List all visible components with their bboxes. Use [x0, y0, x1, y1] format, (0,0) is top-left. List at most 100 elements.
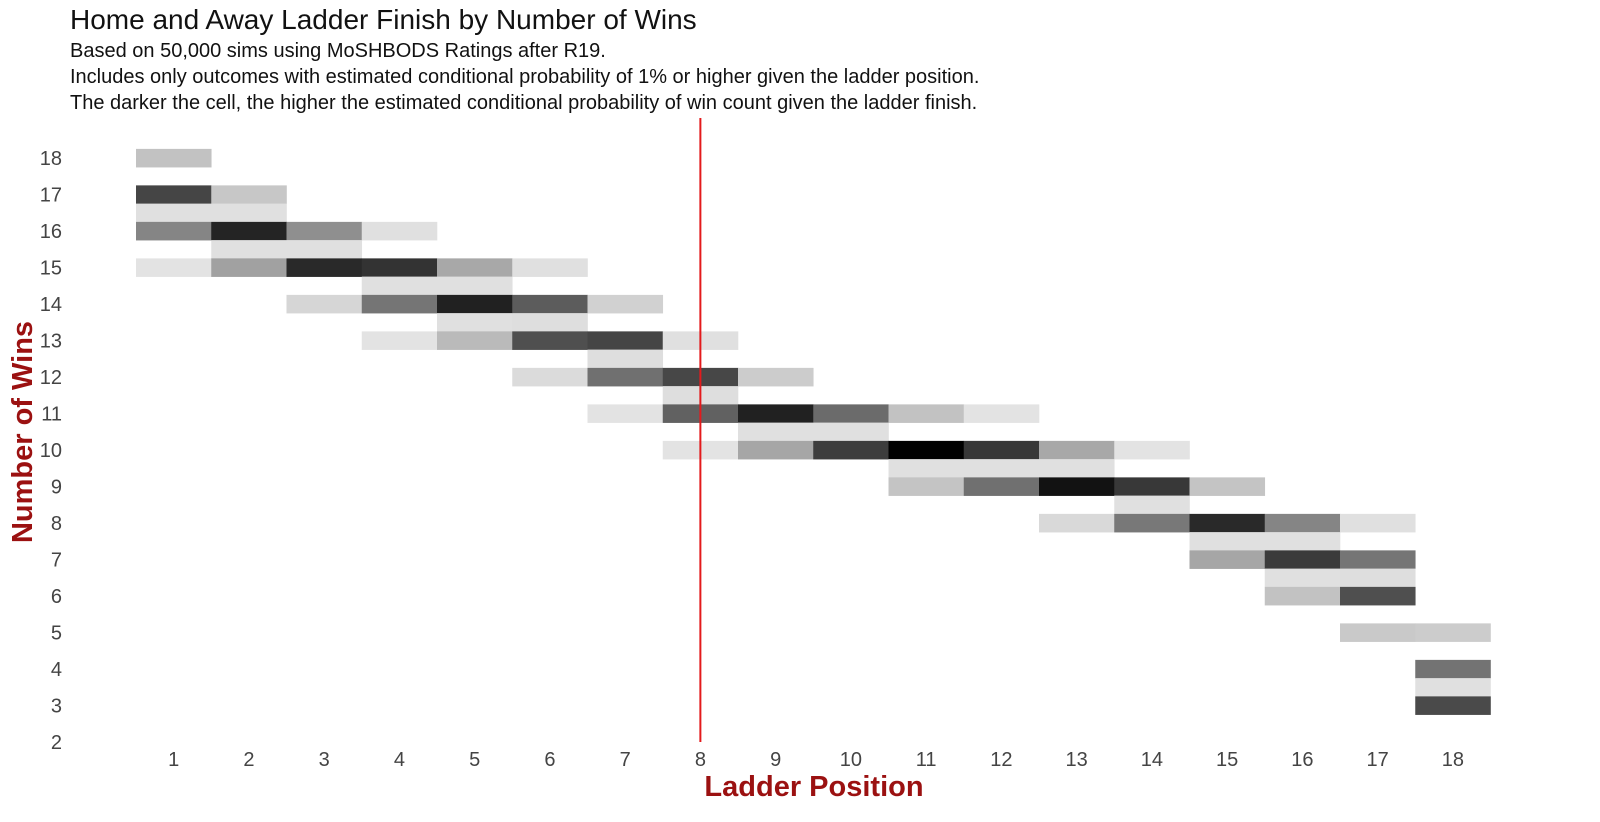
x-tick-10: 10: [840, 749, 862, 771]
cell-pos-4-wins-13: [361, 331, 438, 350]
y-tick-10: 10: [40, 440, 62, 462]
y-tick-15: 15: [40, 258, 62, 280]
cell-pos-16-wins-6_5: [1264, 568, 1341, 588]
cell-pos-7-wins-14: [587, 294, 664, 314]
y-tick-2: 2: [51, 732, 62, 754]
x-tick-6: 6: [544, 749, 555, 771]
chart-subtitle-line-1: Based on 50,000 sims using MoSHBODS Rati…: [70, 40, 606, 62]
x-axis-ticks: 1 2 3 4 5 6 7 8 9 10 11 12 13 14 15 16 17 18: [168, 749, 1464, 771]
cell-pos-15-wins-7: [1189, 550, 1266, 569]
y-tick-16: 16: [40, 221, 62, 243]
x-tick-8: 8: [695, 749, 706, 771]
cell-pos-4-wins-14_5: [361, 276, 438, 296]
y-tick-6: 6: [51, 586, 62, 608]
cell-pos-18-wins-4: [1415, 659, 1491, 679]
cell-pos-16-wins-6: [1264, 586, 1341, 606]
cell-pos-17-wins-8: [1340, 513, 1416, 533]
y-axis-label: Number of Wins: [7, 321, 39, 543]
cell-pos-6-wins-14: [512, 294, 588, 314]
cell-pos-9-wins-12: [738, 367, 814, 387]
heatmap-cells: [136, 148, 1491, 715]
cell-pos-4-wins-14: [361, 294, 438, 314]
x-tick-16: 16: [1291, 749, 1313, 771]
y-tick-17: 17: [40, 185, 62, 207]
y-tick-12: 12: [40, 367, 62, 389]
cell-pos-11-wins-9_5: [888, 459, 965, 478]
y-tick-8: 8: [51, 513, 62, 535]
x-tick-4: 4: [394, 749, 405, 771]
y-tick-18: 18: [40, 148, 62, 170]
chart-title: Home and Away Ladder Finish by Number of…: [70, 4, 697, 35]
cell-pos-7-wins-12: [587, 367, 664, 387]
cell-pos-12-wins-9_5: [963, 459, 1040, 478]
y-tick-5: 5: [51, 623, 62, 645]
cell-pos-1-wins-17: [136, 185, 212, 204]
x-tick-14: 14: [1141, 749, 1163, 771]
x-tick-5: 5: [469, 749, 480, 771]
y-tick-7: 7: [51, 550, 62, 572]
cell-pos-6-wins-12: [512, 367, 588, 387]
cell-pos-10-wins-11: [813, 404, 889, 423]
cell-pos-15-wins-9: [1189, 477, 1266, 496]
cell-pos-9-wins-10: [738, 440, 814, 460]
cell-pos-13-wins-9: [1039, 477, 1115, 496]
cell-pos-18-wins-3: [1415, 696, 1491, 715]
cell-pos-17-wins-6_5: [1340, 568, 1416, 588]
cell-pos-3-wins-14: [286, 294, 363, 314]
cell-pos-18-wins-3_5: [1415, 678, 1491, 697]
cell-pos-17-wins-6: [1340, 586, 1416, 606]
x-tick-2: 2: [243, 749, 254, 771]
y-tick-9: 9: [51, 477, 62, 499]
y-axis-ticks: 2 3 4 5 6 7 8 9 10 11 12 13 14 15 16 17 18: [40, 148, 62, 754]
cell-pos-12-wins-9: [963, 477, 1040, 496]
cell-pos-10-wins-10: [813, 440, 889, 460]
x-tick-7: 7: [620, 749, 631, 771]
cell-pos-5-wins-15: [437, 258, 513, 277]
cell-pos-14-wins-10: [1114, 440, 1190, 460]
cell-pos-12-wins-10: [963, 440, 1040, 460]
cell-pos-4-wins-16: [361, 221, 438, 241]
cell-pos-2-wins-16: [211, 221, 287, 241]
x-tick-11: 11: [916, 749, 937, 771]
cell-pos-6-wins-15: [512, 258, 588, 277]
cell-pos-15-wins-7_5: [1189, 532, 1266, 551]
cell-pos-12-wins-11: [963, 404, 1040, 423]
cell-pos-5-wins-13_5: [437, 313, 513, 332]
cell-pos-2-wins-17: [211, 185, 287, 204]
cell-pos-15-wins-8: [1189, 513, 1266, 533]
cell-pos-13-wins-8: [1039, 513, 1115, 533]
y-tick-4: 4: [51, 659, 62, 681]
cell-pos-7-wins-11: [587, 404, 664, 423]
cell-pos-3-wins-15: [286, 258, 363, 277]
chart-subtitle-line-3: The darker the cell, the higher the esti…: [70, 92, 978, 114]
cell-pos-5-wins-13: [437, 331, 513, 350]
cell-pos-16-wins-8: [1264, 513, 1341, 533]
x-axis-label: Ladder Position: [704, 771, 923, 803]
cell-pos-1-wins-15: [136, 258, 212, 277]
y-tick-14: 14: [40, 294, 62, 316]
x-tick-15: 15: [1216, 749, 1238, 771]
cell-pos-2-wins-15: [211, 258, 287, 277]
cell-pos-7-wins-12_5: [587, 349, 664, 369]
cell-pos-9-wins-11: [738, 404, 814, 423]
cell-pos-1-wins-18: [136, 148, 212, 168]
cell-pos-4-wins-15: [361, 258, 438, 277]
x-tick-12: 12: [990, 749, 1012, 771]
cell-pos-11-wins-9: [888, 477, 965, 496]
cell-pos-14-wins-8: [1114, 513, 1190, 533]
cell-pos-5-wins-14: [437, 294, 513, 314]
cell-pos-3-wins-16: [286, 221, 363, 241]
x-tick-1: 1: [168, 749, 179, 771]
cell-pos-9-wins-10_5: [738, 422, 814, 442]
cell-pos-3-wins-15_5: [286, 240, 363, 259]
x-tick-9: 9: [770, 749, 781, 771]
cell-pos-5-wins-14_5: [437, 276, 513, 296]
chart-subtitle-line-2: Includes only outcomes with estimated co…: [70, 66, 980, 88]
cell-pos-2-wins-15_5: [211, 240, 287, 259]
x-tick-3: 3: [319, 749, 330, 771]
cell-pos-6-wins-13_5: [512, 313, 588, 332]
cell-pos-10-wins-10_5: [813, 422, 889, 442]
y-tick-3: 3: [51, 696, 62, 718]
cell-pos-1-wins-16: [136, 221, 212, 241]
